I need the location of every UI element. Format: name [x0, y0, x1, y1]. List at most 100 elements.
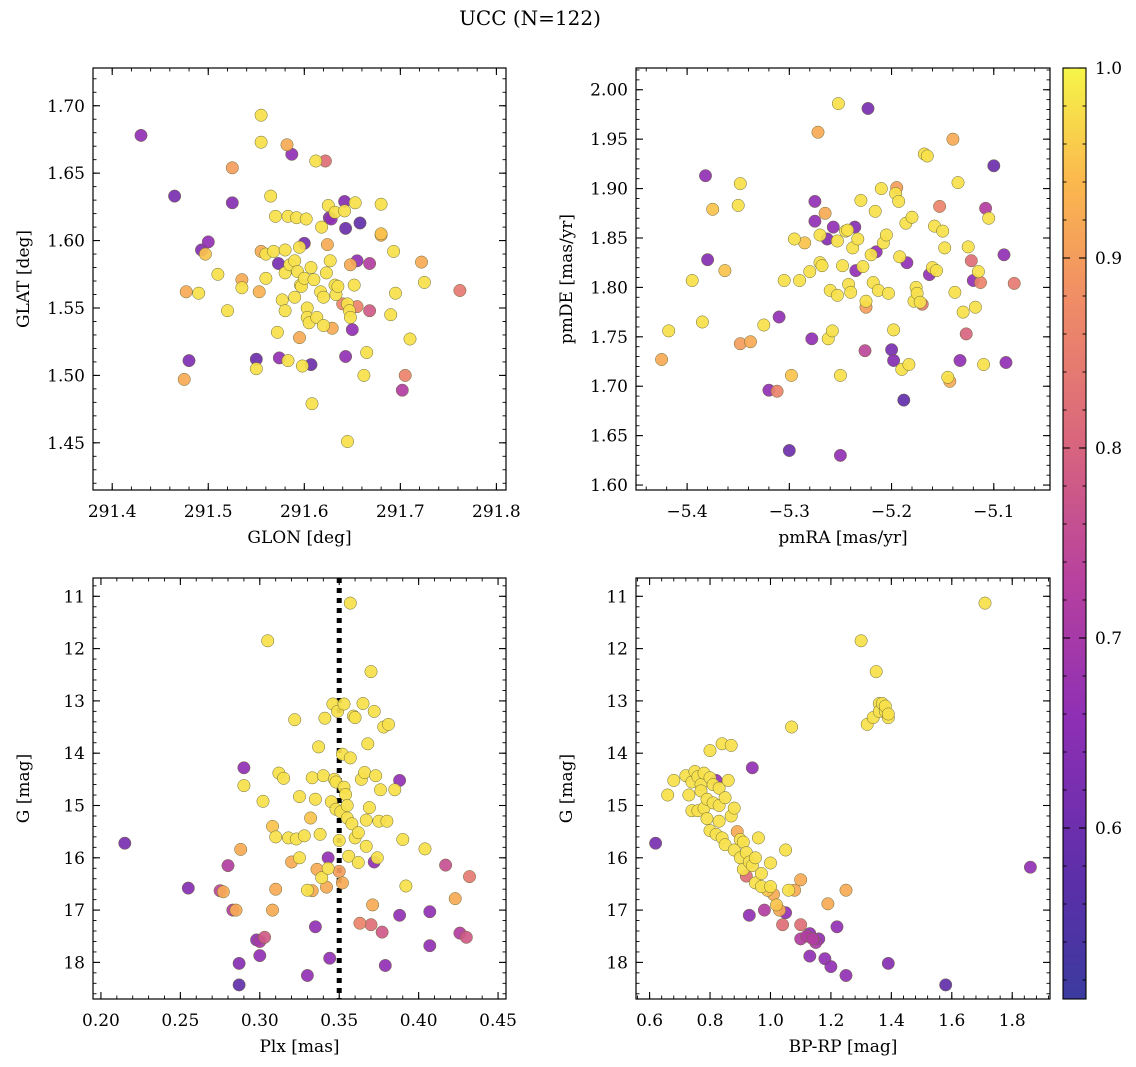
scatter-point [345, 323, 359, 337]
scatter-point [770, 384, 784, 398]
scatter-point [971, 265, 985, 279]
y-tick-label: 17 [63, 901, 85, 921]
scatter-point [342, 849, 356, 863]
y-axis-label: GLAT [deg] [14, 230, 34, 328]
scatter-point [662, 324, 676, 338]
scatter-point [267, 244, 281, 258]
scatter-point [415, 255, 428, 269]
scatter-point [887, 323, 901, 337]
scatter-point [225, 196, 239, 210]
y-tick-label: 15 [606, 796, 628, 816]
scatter-point [307, 273, 321, 287]
y-tick-label: 16 [63, 849, 85, 869]
x-tick-label: 0.45 [479, 1011, 517, 1031]
scatter-points [649, 596, 1037, 992]
y-tick-label: 1.85 [590, 229, 628, 249]
x-tick-label: 0.20 [82, 1011, 120, 1031]
scatter-point [699, 169, 712, 183]
scatter-point [259, 271, 273, 285]
y-tick-label: 2.00 [590, 81, 628, 101]
scatter-point [316, 769, 330, 783]
scatter-point [221, 859, 235, 873]
scatter-point [374, 197, 388, 211]
scatter-point [388, 783, 402, 797]
scatter-point [803, 265, 817, 279]
scatter-point [339, 350, 353, 363]
scatter-point [380, 814, 394, 828]
scatter-point [211, 267, 225, 281]
scatter-point [312, 740, 326, 754]
scatter-point [179, 285, 193, 299]
scatter-point [293, 240, 306, 254]
scatter-point [293, 331, 306, 345]
y-tick-label: 1.50 [47, 366, 85, 386]
scatter-points [655, 97, 1021, 462]
scatter-point [987, 159, 1001, 173]
x-tick-label: 0.25 [161, 1011, 199, 1031]
scatter-point [772, 310, 786, 324]
scatter-point [366, 898, 380, 912]
scatter-point [844, 285, 858, 299]
scatter-point [977, 358, 991, 371]
scatter-point [968, 300, 982, 314]
x-tick-label: 0.40 [400, 1011, 438, 1031]
x-tick-label: −5.4 [666, 502, 707, 522]
scatter-point [340, 799, 354, 812]
colorbar-tick-label: 0.6 [1095, 819, 1122, 839]
scatter-point [868, 204, 882, 218]
scatter-point [364, 665, 378, 679]
colorbar-tick-label: 1.0 [1095, 59, 1122, 79]
scatter-point [854, 193, 868, 207]
panels-group: 291.4 291.5 291.6 291.7 291.8 1.45 1.50 1.55 1.6… [14, 67, 1051, 1057]
scatter-point [885, 343, 899, 357]
scatter-point [343, 596, 357, 610]
scatter-point [181, 881, 195, 895]
scatter-point [305, 397, 319, 411]
scatter-point [288, 290, 302, 304]
scatter-point [382, 717, 395, 731]
axes-frame [635, 67, 1051, 491]
scatter-point [362, 801, 376, 815]
scatter-point [332, 834, 346, 847]
scatter-point [811, 125, 825, 139]
scatter-point [293, 851, 306, 865]
scatter-point [961, 240, 975, 254]
scatter-point [946, 132, 960, 146]
x-axis-label: Plx [mas] [259, 1037, 339, 1057]
scatter-point [833, 448, 847, 462]
y-tick-label: 1.90 [590, 180, 628, 200]
x-axis-label: GLON [deg] [247, 528, 351, 548]
scatter-point [192, 286, 206, 300]
scatter-point [731, 198, 745, 212]
scatter-point [331, 279, 345, 293]
scatter-point [278, 243, 292, 257]
x-tick-label: 1.6 [938, 1011, 965, 1031]
scatter-point [999, 356, 1013, 369]
scatter-point [733, 177, 747, 191]
scatter-point [399, 879, 413, 893]
scatter-point [357, 368, 371, 382]
scatter-point [661, 788, 675, 802]
scatter-point [363, 304, 377, 318]
scatter-point [764, 856, 777, 870]
colorbar: 0.6 0.7 0.8 0.9 1.0 [1062, 59, 1122, 1000]
scatter-point [777, 274, 791, 287]
scatter-point [841, 223, 855, 237]
scatter-point [830, 288, 844, 302]
scatter-point [721, 773, 735, 787]
scatter-point [308, 920, 322, 934]
scatter-point [254, 108, 268, 122]
scatter-panel-1: 291.4 291.5 291.6 291.7 291.8 1.45 1.50 1.55 1.6… [14, 67, 521, 548]
scatter-point [815, 259, 829, 273]
scatter-point [874, 182, 888, 196]
scatter-point [275, 293, 289, 307]
y-tick-label: 14 [63, 744, 85, 764]
scatter-point [198, 247, 212, 261]
scatter-point [343, 310, 357, 324]
scatter-point [339, 221, 353, 235]
scatter-point [727, 801, 741, 815]
scatter-point [304, 811, 318, 825]
scatter-point [201, 235, 215, 249]
scatter-point [1023, 860, 1037, 874]
scatter-point [882, 286, 895, 300]
